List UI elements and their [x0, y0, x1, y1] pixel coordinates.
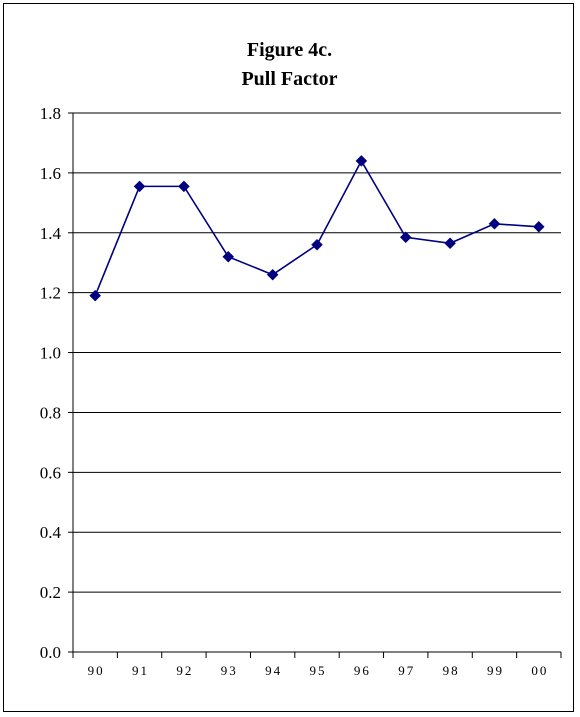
y-axis-tick-label: 1.8 — [40, 104, 61, 123]
data-point-marker — [399, 231, 412, 244]
y-axis-tick-label: 0.8 — [40, 403, 61, 422]
x-axis-tick-label: 97 — [398, 663, 415, 678]
data-point-marker — [532, 220, 545, 233]
data-point-marker — [178, 180, 190, 193]
series-line — [94, 159, 539, 296]
data-point-marker — [355, 155, 368, 167]
data-point-marker — [266, 268, 279, 281]
x-axis-tick-label: 92 — [176, 663, 193, 678]
y-axis-tick-label: 0.2 — [40, 583, 61, 602]
data-point-marker — [488, 217, 501, 230]
x-axis-tick-label: 94 — [265, 663, 282, 678]
x-axis-tick-label: 96 — [354, 663, 371, 678]
data-point-marker — [133, 180, 146, 193]
y-axis-tick-label: 0.4 — [40, 523, 62, 542]
x-axis-tick-label: 98 — [443, 663, 460, 678]
data-point-marker — [311, 238, 323, 251]
data-point-marker — [222, 250, 235, 263]
y-axis-tick-label: 0.0 — [40, 643, 61, 662]
x-axis-tick-label: 99 — [487, 663, 504, 678]
y-axis-tick-label: 1.0 — [40, 344, 61, 363]
y-axis-tick-label: 0.6 — [40, 463, 61, 482]
y-axis-tick-label: 1.6 — [40, 164, 61, 183]
data-point-marker — [89, 289, 102, 302]
x-axis-tick-label: 91 — [132, 663, 149, 678]
chart-frame: Figure 4c. Pull Factor — [3, 3, 574, 712]
y-axis-tick-label: 1.4 — [40, 224, 62, 243]
data-point-marker — [444, 237, 456, 250]
x-axis-tick-label: 95 — [310, 663, 327, 678]
x-axis-tick-label: 00 — [531, 663, 548, 678]
x-axis-tick-label: 93 — [221, 663, 238, 678]
chart-title-block: Figure 4c. Pull Factor — [4, 36, 575, 94]
chart-title: Figure 4c. — [246, 39, 333, 61]
y-axis-tick-label: 1.2 — [40, 284, 61, 303]
x-axis-tick-label: 90 — [88, 663, 105, 678]
chart-subtitle: Pull Factor — [241, 68, 338, 90]
